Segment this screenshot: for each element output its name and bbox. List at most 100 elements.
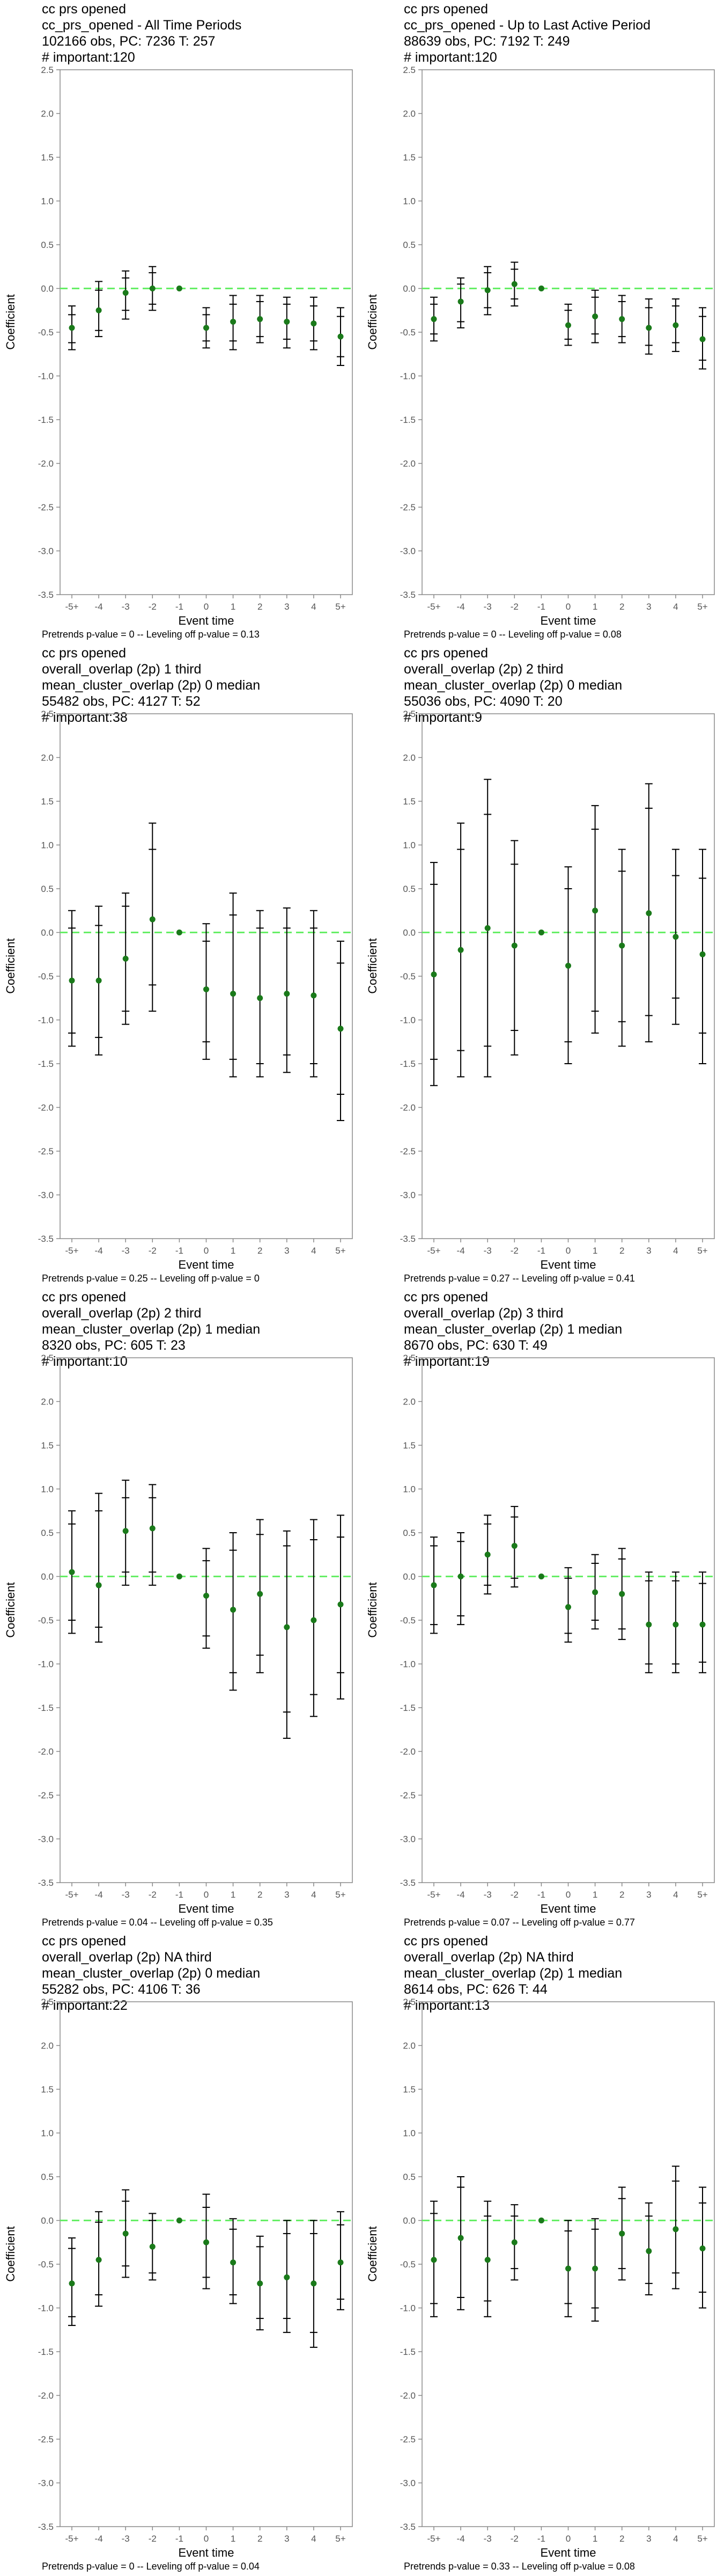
chart-title-line: mean_cluster_overlap (2p) 1 median [42,1322,261,1337]
chart-title-line: 8670 obs, PC: 630 T: 49 [404,1338,548,1353]
x-tick-label: 1 [593,602,597,612]
y-tick-label: -1.0 [400,2303,416,2314]
x-tick-label: 4 [311,2534,316,2544]
estimate-point [230,991,237,997]
pvalue-footnote: Pretrends p-value = 0.27 -- Leveling off… [404,1273,635,1284]
x-tick-label: -3 [484,1890,492,1900]
estimate-point [673,2226,679,2233]
chart-title-block: cc prs opened overall_overlap (2p) NA thi… [42,1933,260,2014]
estimate-point [619,1591,625,1597]
x-tick-label: 0 [204,602,209,612]
x-tick-label: -1 [175,2534,183,2544]
y-tick-label: -1.0 [400,1659,416,1670]
x-tick-label: 2 [257,1890,262,1900]
estimate-point [484,287,491,294]
estimate-point [565,962,571,969]
estimate-point [337,1026,344,1032]
pvalue-footnote: Pretrends p-value = 0.04 -- Leveling off… [42,1917,273,1928]
y-tick-label: 1.5 [403,152,416,163]
estimate-point [176,286,182,291]
estimate-point [95,2257,102,2263]
chart-title-line: cc prs opened [42,1934,127,1949]
x-tick-label: 5+ [335,602,345,612]
y-tick-label: 1.0 [403,840,416,851]
estimate-point [69,1569,75,1575]
y-tick-label: 1.5 [403,2084,416,2095]
x-tick-label: 0 [566,2534,571,2544]
x-tick-label: 4 [673,1890,678,1900]
x-tick-label: 1 [231,2534,235,2544]
y-tick-label: -2.0 [400,1103,416,1113]
y-tick-label: 0.0 [41,928,54,938]
x-axis-label: Event time [540,1902,596,1915]
chart-title-line: 8614 obs, PC: 626 T: 44 [404,1982,548,1997]
y-tick-label: 2.5 [41,1353,54,1363]
x-axis-label: Event time [540,1258,596,1271]
x-tick-label: 5+ [697,1246,707,1256]
y-tick-label: 2.5 [41,709,54,719]
x-tick-label: -4 [95,2534,103,2544]
estimate-point [431,316,437,323]
x-tick-label: 5+ [697,2534,707,2544]
estimate-point [565,322,571,328]
x-tick-label: -1 [537,602,545,612]
coefficient-plot: 2.5 2.0 1.5 1.0 0.5 0.0 -0.5 -1.0 -1.5 -2.0 -2.5 -3… [400,1997,715,2544]
x-tick-label: 0 [566,602,571,612]
y-tick-label: -3.0 [38,1190,54,1201]
y-tick-label: -0.5 [400,971,416,982]
estimate-point [484,2257,491,2263]
chart-title-block: cc prs opened cc_prs_opened - Up to Last … [404,1,651,65]
estimate-point [431,2257,437,2263]
x-tick-label: -1 [175,1246,183,1256]
x-tick-label: -1 [175,602,183,612]
chart-title-line: # important:120 [404,50,497,65]
y-tick-label: 2.0 [403,1397,416,1407]
estimate-point [646,2248,652,2255]
x-tick-label: 2 [619,602,624,612]
estimate-point [69,325,75,331]
y-tick-label: -3.5 [38,1234,54,1244]
estimate-point [149,1525,156,1532]
y-tick-label: -3.5 [38,590,54,600]
y-tick-label: 1.0 [403,196,416,207]
y-tick-label: 0.5 [41,240,54,250]
x-axis-label: Event time [178,614,234,627]
chart-title-line: 8320 obs, PC: 605 T: 23 [42,1338,186,1353]
x-tick-label: -4 [457,2534,465,2544]
pvalue-footnote: Pretrends p-value = 0.33 -- Leveling off… [404,2561,635,2572]
estimate-point [538,1574,544,1579]
y-tick-label: -3.0 [400,1190,416,1201]
y-tick-label: 0.0 [41,2216,54,2226]
x-tick-label: -5+ [65,1246,78,1256]
x-tick-label: -5+ [427,602,440,612]
chart-title-line: mean_cluster_overlap (2p) 1 median [404,1322,623,1337]
x-tick-label: 1 [231,602,235,612]
chart-title-line: cc_prs_opened - Up to Last Active Period [404,18,651,33]
chart-title-line: cc_prs_opened - All Time Periods [42,18,242,33]
chart-title-line: cc prs opened [404,2,489,17]
coefficient-plot: 2.5 2.0 1.5 1.0 0.5 0.0 -0.5 -1.0 -1.5 -2.0 -2.5 -3… [38,709,353,1256]
x-tick-label: -1 [175,1890,183,1900]
x-axis-label: Event time [540,2546,596,2559]
y-tick-label: -3.0 [400,1834,416,1845]
y-tick-label: -1.5 [38,1703,54,1713]
y-tick-label: 0.5 [403,240,416,250]
y-tick-label: -0.5 [400,2259,416,2270]
chart-title-line: 55282 obs, PC: 4106 T: 36 [42,1982,201,1997]
estimate-point [203,1592,209,1599]
y-tick-label: -2.0 [400,459,416,469]
x-tick-label: -1 [537,1246,545,1256]
estimate-point [592,2265,599,2272]
estimate-point [149,286,156,291]
estimate-point [230,2259,237,2266]
estimate-point [565,2265,571,2272]
estimate-point [592,908,599,914]
chart-panel-5: cc prs opened overall_overlap (2p) 2 thir… [0,1288,362,1932]
chart-title-line: 88639 obs, PC: 7192 T: 249 [404,34,570,49]
estimate-point [511,2239,518,2245]
estimate-point [592,1589,599,1596]
x-tick-label: 2 [619,1246,624,1256]
y-tick-label: -3.0 [400,2478,416,2489]
x-tick-label: 2 [257,1246,262,1256]
y-tick-label: -1.0 [38,371,54,382]
